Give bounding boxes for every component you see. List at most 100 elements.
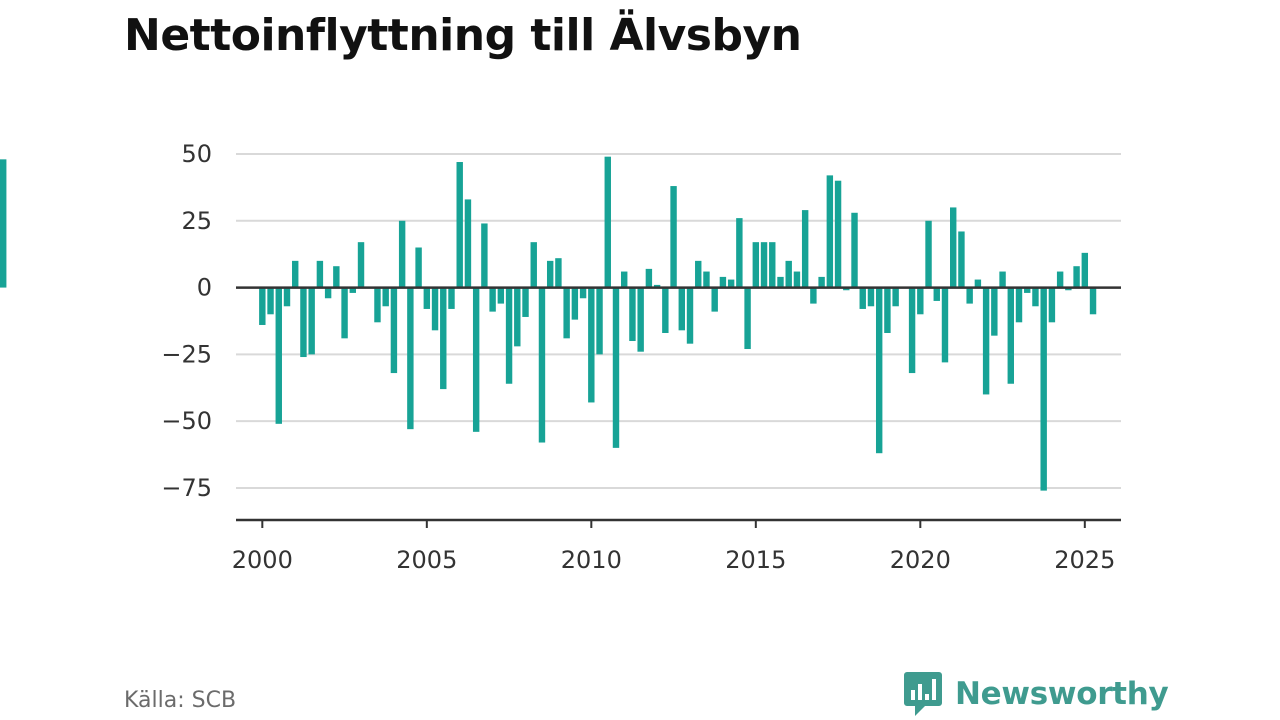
bar — [851, 212, 858, 288]
bar — [999, 271, 1006, 288]
bar — [925, 220, 932, 288]
bar — [801, 210, 809, 288]
bar — [300, 287, 307, 358]
bar — [604, 156, 611, 288]
bar — [267, 287, 274, 315]
bar — [736, 218, 743, 288]
y-tick-label: 0 — [197, 274, 212, 302]
bar — [489, 287, 496, 312]
brand-logo[interactable]: Newsworthy — [903, 670, 1169, 718]
bar — [341, 287, 348, 339]
bar — [357, 242, 365, 288]
x-axis: 2000 2005 2010 2015 2020 2025 — [232, 518, 1121, 574]
bar — [670, 186, 677, 288]
bar — [398, 220, 406, 288]
bar — [826, 175, 834, 288]
bar — [777, 276, 784, 288]
bar — [629, 287, 636, 342]
bar — [283, 287, 291, 307]
bar — [621, 271, 628, 288]
bar — [563, 287, 570, 339]
bar — [769, 242, 776, 288]
x-tick-label: 2005 — [396, 546, 457, 574]
bar — [966, 287, 973, 304]
bar — [275, 287, 282, 424]
x-tick-label: 2010 — [561, 546, 622, 574]
bar — [818, 276, 825, 288]
gridlines — [236, 153, 1121, 489]
bar — [785, 260, 792, 288]
bar — [908, 287, 916, 374]
bars — [0, 156, 1121, 491]
bar — [810, 287, 817, 304]
bar — [991, 287, 998, 336]
x-tick-label: 2000 — [232, 546, 293, 574]
bar — [645, 268, 653, 288]
bar — [678, 287, 685, 331]
bar — [892, 287, 899, 307]
bar — [423, 287, 431, 309]
bar — [653, 284, 661, 288]
bar — [390, 287, 398, 374]
bar — [497, 287, 505, 304]
bar — [867, 287, 875, 307]
bar — [974, 279, 982, 288]
bar — [374, 287, 381, 323]
bar — [1007, 287, 1014, 384]
bar — [1089, 287, 1097, 315]
bar — [875, 287, 883, 454]
bar — [917, 287, 924, 315]
bar — [596, 287, 603, 355]
y-tick-label: −75 — [161, 474, 212, 502]
bar — [292, 260, 299, 288]
bar — [259, 287, 266, 325]
bar — [884, 287, 891, 333]
y-axis: 50 25 0 −25 −50 −75 — [161, 140, 212, 502]
bar — [711, 287, 718, 312]
bar — [744, 287, 751, 350]
x-tick-label: 2025 — [1054, 546, 1115, 574]
bar — [982, 287, 990, 395]
bar — [588, 287, 595, 403]
bar — [950, 207, 957, 288]
bar — [1032, 287, 1039, 307]
bar — [316, 260, 324, 288]
y-tick-label: 50 — [181, 140, 212, 168]
bar — [760, 242, 768, 288]
bar — [448, 287, 455, 309]
bar — [382, 287, 389, 307]
bar — [407, 287, 414, 430]
bar — [0, 159, 7, 288]
bar — [522, 287, 529, 317]
bar — [333, 266, 340, 288]
bar — [719, 276, 727, 288]
bar — [579, 287, 587, 299]
bar — [440, 287, 447, 390]
bar — [1065, 287, 1072, 291]
y-tick-label: −25 — [161, 340, 212, 368]
bar — [859, 287, 866, 309]
bar — [324, 287, 332, 299]
bar — [1015, 287, 1023, 323]
bar — [843, 287, 850, 291]
bar — [514, 287, 521, 347]
bar — [415, 247, 422, 288]
bar — [703, 271, 710, 288]
bar — [1081, 252, 1089, 288]
bar — [1048, 287, 1056, 323]
bar — [612, 287, 620, 448]
bar — [481, 223, 488, 288]
bar — [1024, 287, 1031, 293]
bar — [793, 271, 801, 288]
bar — [1040, 287, 1047, 491]
newsworthy-logo-icon — [904, 672, 942, 716]
bar — [1056, 271, 1064, 288]
bar — [530, 242, 537, 288]
bar — [472, 287, 480, 432]
bar — [464, 199, 472, 288]
bar — [1073, 266, 1080, 288]
source-note: Källa: SCB — [124, 688, 237, 713]
bar — [958, 231, 965, 288]
bar — [933, 287, 940, 301]
